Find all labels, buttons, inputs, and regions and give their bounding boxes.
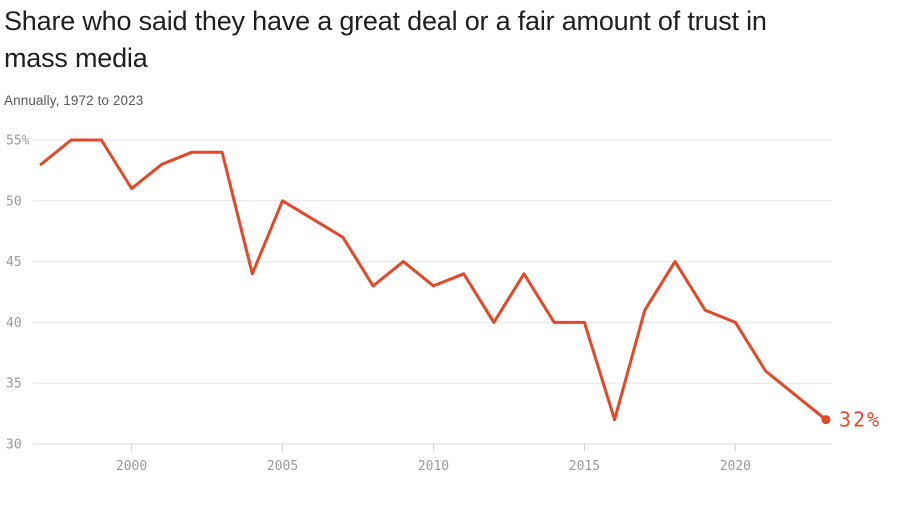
series-end-dot (821, 415, 831, 425)
y-tick-label: 40 (6, 316, 22, 331)
y-tick-label: 35 (6, 377, 22, 392)
y-tick-label: 55% (6, 134, 30, 149)
x-tick-label: 2015 (569, 459, 600, 474)
chart-title-line1: Share who said they have a great deal or… (4, 6, 767, 36)
chart-header: Share who said they have a great deal or… (4, 0, 884, 108)
series-end-value-label: 32% (839, 408, 881, 432)
y-tick-label: 30 (6, 438, 22, 453)
x-tick-label: 2020 (720, 459, 751, 474)
chart-title: Share who said they have a great deal or… (4, 0, 884, 77)
trust-series-line (39, 138, 828, 422)
y-tick-label: 45 (6, 255, 22, 270)
chart-subtitle: Annually, 1972 to 2023 (4, 93, 144, 108)
x-tick-label: 2000 (116, 459, 147, 474)
x-tick-label: 2005 (267, 459, 298, 474)
y-tick-label: 50 (6, 194, 22, 209)
chart-title-line2: mass media (4, 43, 148, 73)
x-tick-label: 2010 (418, 459, 449, 474)
